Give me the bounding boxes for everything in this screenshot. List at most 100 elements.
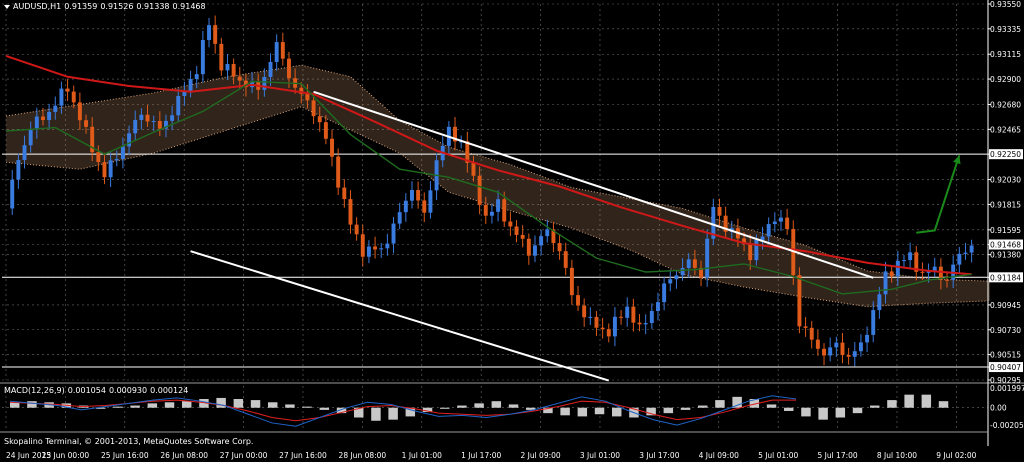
macd-value-1: 0.001054: [67, 386, 106, 395]
macd-bar: [680, 407, 691, 410]
candle: [47, 103, 52, 130]
candle: [588, 307, 593, 326]
x-tick-label: 27 Jun 00:00: [220, 451, 268, 460]
candle: [139, 108, 144, 130]
candle: [520, 225, 525, 248]
candle: [711, 198, 716, 246]
candle: [71, 85, 76, 109]
candle: [311, 94, 316, 124]
y-tick-label: 0.92465: [990, 125, 1021, 134]
candle: [366, 240, 371, 264]
macd-tick-label: 0.001997: [990, 384, 1024, 393]
candle: [569, 259, 574, 305]
candle: [90, 117, 95, 162]
candle: [649, 303, 654, 329]
macd-bar: [594, 407, 605, 415]
candle: [772, 212, 777, 233]
candle: [803, 317, 808, 337]
x-tick-label: 2 Jul 09:00: [520, 451, 560, 460]
candle: [225, 54, 230, 80]
candle: [151, 115, 156, 132]
upper-trendline[interactable]: [313, 90, 874, 279]
candle: [902, 254, 906, 268]
candle: [969, 239, 974, 263]
macd-main-line: [9, 395, 797, 427]
candle: [465, 131, 470, 173]
x-tick-label: 27 Jun 16:00: [279, 451, 327, 460]
y-tick-label: 0.93115: [990, 50, 1021, 59]
y-tick-label: 0.90407: [990, 363, 1021, 372]
candle: [852, 342, 857, 367]
macd-bar: [405, 407, 416, 417]
candle: [127, 125, 132, 155]
chevron-down-icon[interactable]: [4, 4, 10, 9]
macd-bar: [96, 407, 106, 409]
candle: [526, 233, 531, 265]
price-label-box: [989, 272, 1023, 283]
price-axis[interactable]: 0.93550 0.93335 0.93115 0.92900 0.92680 0.924…: [988, 0, 1023, 385]
moving-average-red[interactable]: [5, 55, 972, 276]
candle: [237, 66, 242, 89]
x-tick-label: 5 Jul 01:00: [758, 451, 798, 460]
x-tick-label: 25 Jun 16:00: [101, 451, 149, 460]
macd-bar: [164, 402, 175, 408]
candle: [489, 203, 494, 224]
macd-bar: [938, 401, 949, 408]
candle: [194, 65, 199, 89]
y-tick-label: 0.90295: [990, 376, 1021, 385]
macd-label: MACD(12,26,9): [4, 386, 65, 395]
candle: [883, 261, 888, 304]
candle: [410, 181, 414, 209]
candle: [514, 220, 519, 243]
y-tick-label: 0.91595: [990, 226, 1021, 235]
x-tick-label: 3 Jul 01:00: [580, 451, 620, 460]
candle: [207, 17, 211, 48]
candle: [453, 117, 457, 151]
candle: [317, 106, 322, 132]
macd-bar: [216, 397, 226, 408]
candle: [889, 265, 894, 283]
candle: [360, 224, 365, 267]
macd-bar: [319, 407, 330, 410]
macd-bar: [560, 407, 570, 416]
macd-axis: 0.001997 0.00 -0.002050: [990, 384, 1024, 430]
candle: [809, 321, 814, 349]
candle: [686, 253, 691, 278]
y-tick-label: 0.93335: [990, 25, 1021, 34]
x-tick-label: 1 Jul 01:00: [402, 451, 442, 460]
candle: [957, 246, 962, 275]
open-value: 0.91359: [64, 2, 98, 11]
candle: [895, 251, 900, 286]
macd-bar: [388, 407, 398, 420]
x-tick-label: 26 Jun 08:00: [160, 451, 208, 460]
candle: [502, 191, 507, 227]
macd-bar: [130, 405, 140, 408]
forecast-arrow-icon[interactable]: [916, 155, 961, 234]
macd-bar: [302, 406, 312, 408]
lower-trendline[interactable]: [190, 250, 610, 382]
candle: [926, 263, 931, 283]
candle: [545, 219, 550, 243]
macd-bar: [766, 404, 777, 408]
candle: [834, 336, 839, 357]
macd-bar: [474, 403, 484, 408]
y-tick-label: 0.91380: [990, 251, 1021, 260]
candle: [662, 276, 667, 311]
candle: [557, 234, 562, 260]
macd-bar: [10, 402, 20, 408]
macd-bar: [508, 404, 519, 408]
candle: [274, 34, 279, 71]
macd-bar: [835, 407, 846, 418]
y-tick-label: 0.90945: [990, 301, 1021, 310]
candle: [815, 329, 820, 356]
macd-bar: [921, 394, 932, 408]
candle: [828, 337, 833, 362]
high-value: 0.91526: [100, 2, 134, 11]
moving-average-green[interactable]: [6, 80, 972, 295]
x-tick-label: 28 Jun 08:00: [339, 451, 387, 460]
y-tick-label: 0.90515: [990, 351, 1021, 360]
candle: [170, 105, 175, 131]
